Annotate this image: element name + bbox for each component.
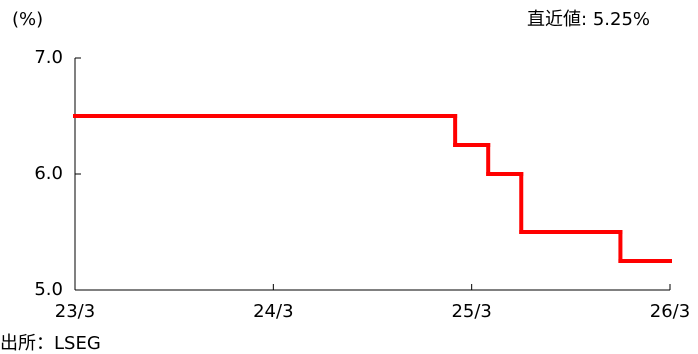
x-tick-label: 25/3 bbox=[451, 301, 491, 322]
source: 出所：LSEG bbox=[0, 333, 101, 354]
annotation: 直近値: 5.25% bbox=[527, 9, 650, 30]
y-tick-label: 7.0 bbox=[34, 47, 63, 68]
x-tick-label: 26/3 bbox=[650, 301, 690, 322]
y-tick-label: 6.0 bbox=[34, 163, 63, 184]
y-tick-label: 5.0 bbox=[34, 279, 63, 300]
x-tick-label: 24/3 bbox=[253, 301, 293, 322]
x-tick-label: 23/3 bbox=[55, 301, 95, 322]
y-unit-label: (%) bbox=[12, 9, 43, 30]
